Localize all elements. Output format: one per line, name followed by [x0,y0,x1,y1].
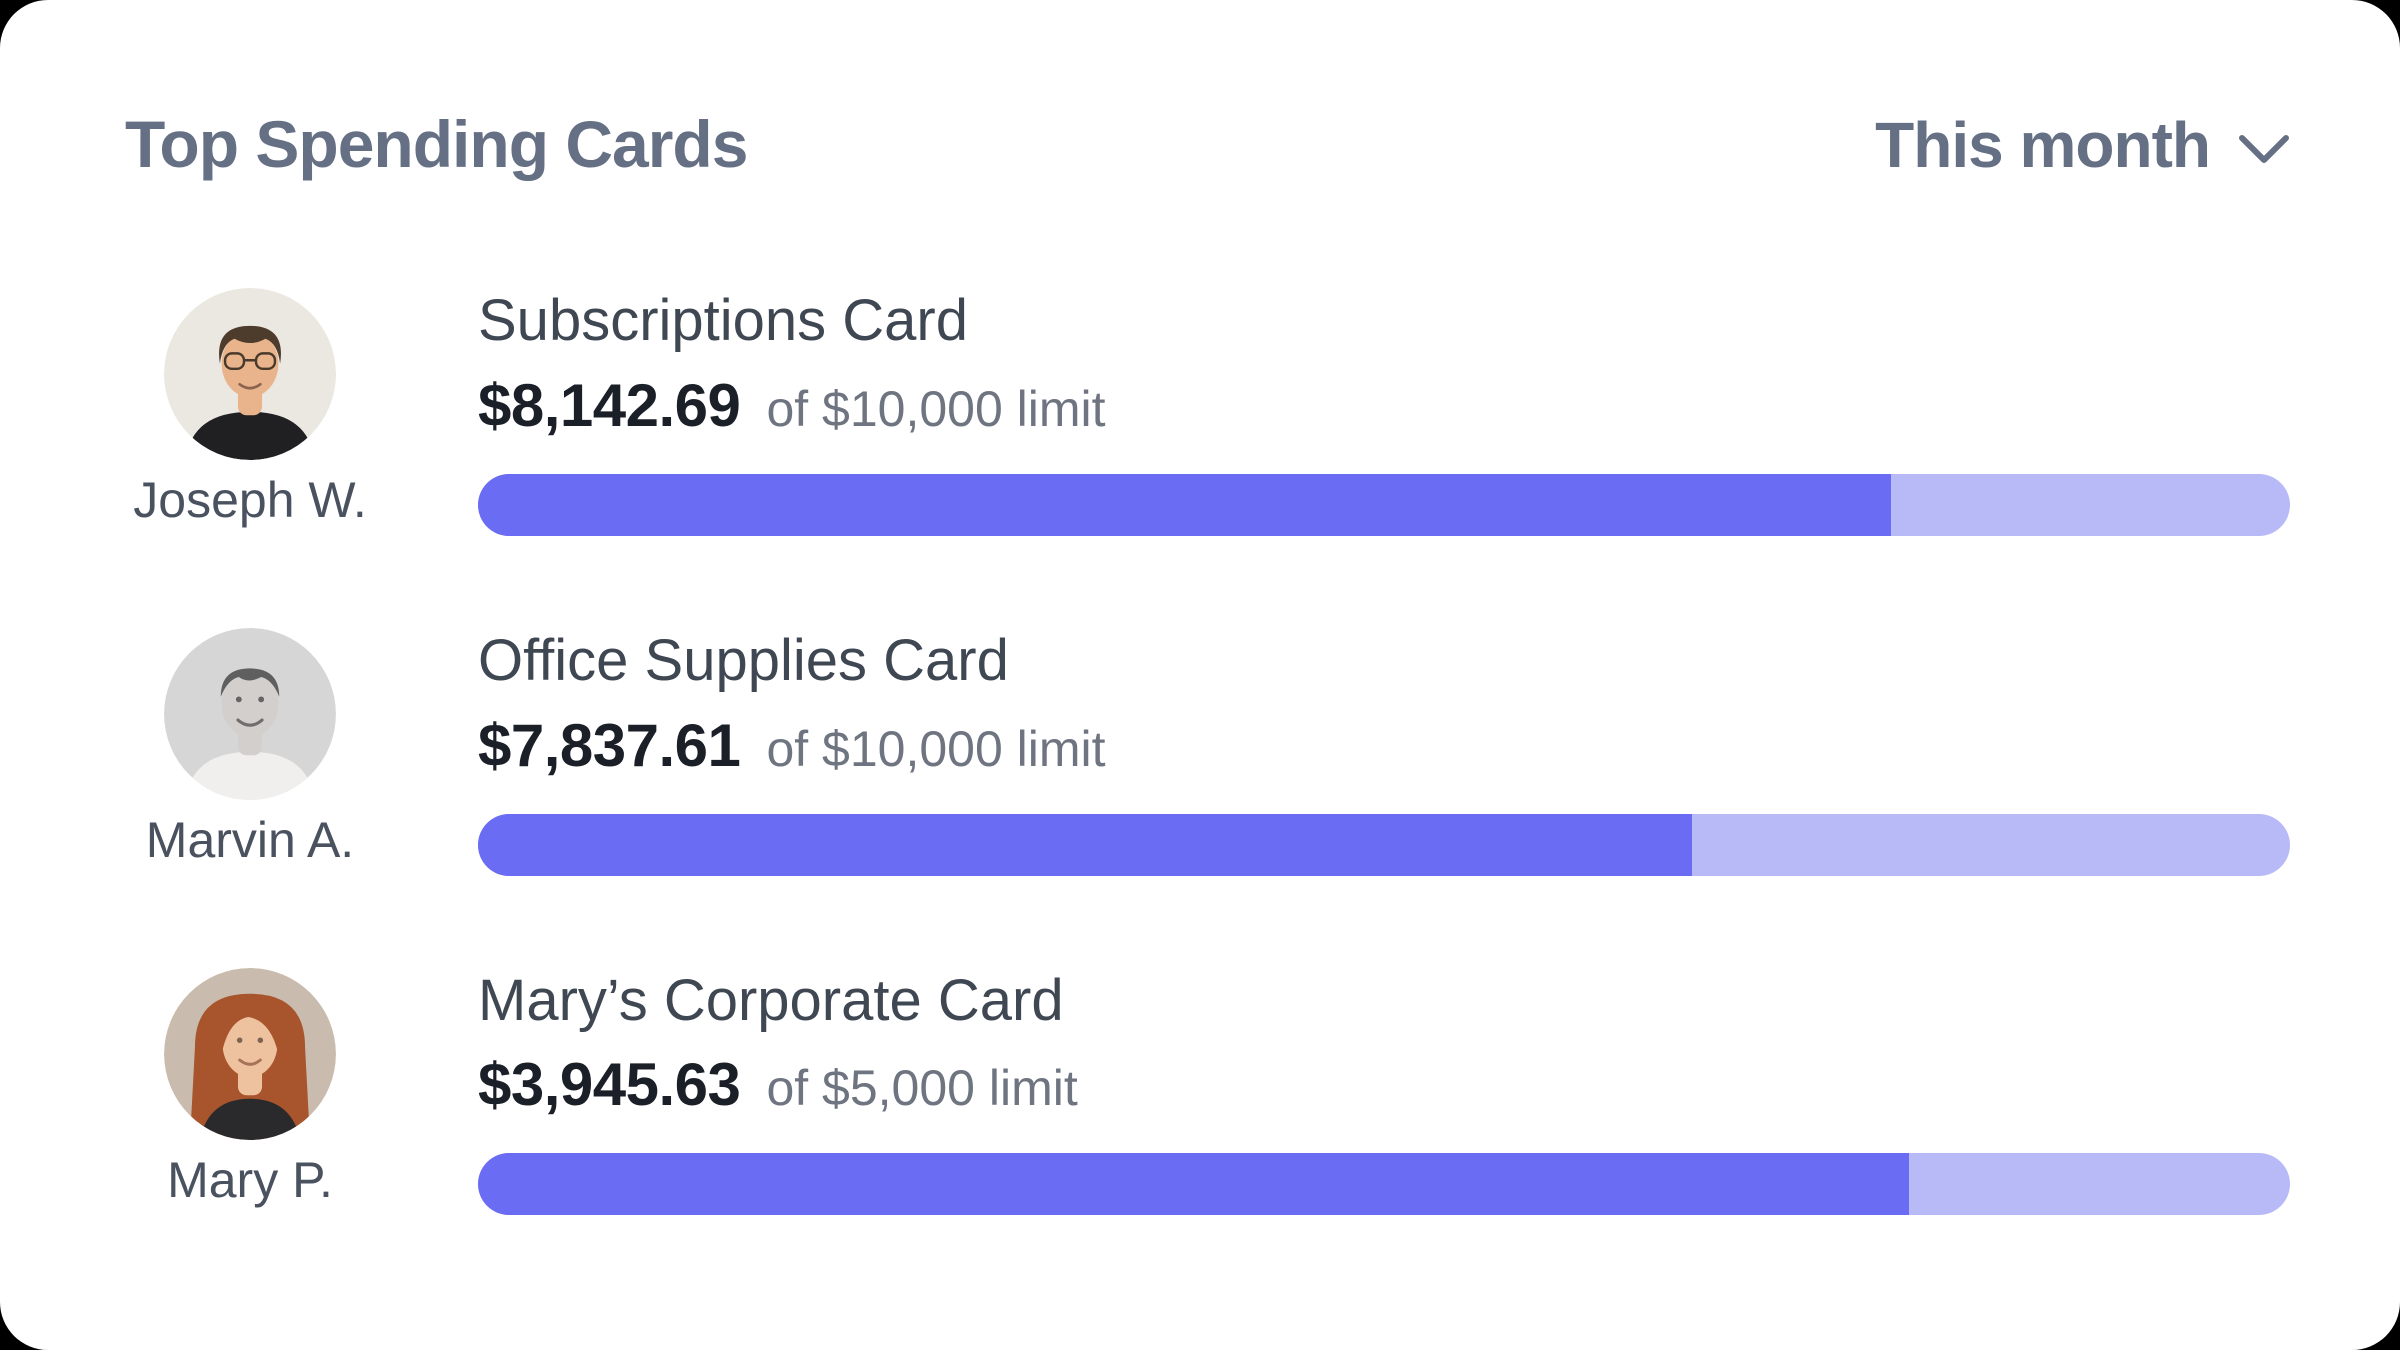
limit-text: of $5,000 limit [766,1060,1078,1117]
cardholder-name: Marvin A. [145,811,355,868]
amount-line: $7,837.61 of $10,000 limit [478,711,2290,780]
period-label: This month [1875,109,2211,181]
widget-header: Top Spending Cards This month [125,105,2290,184]
limit-text: of $10,000 limit [766,720,1106,777]
spending-progress-track [478,1153,2290,1216]
spending-card-row: Marvin A. Office Supplies Card $7,837.61… [125,627,2290,876]
card-details: Mary’s Corporate Card $3,945.63 of $5,00… [478,968,2290,1216]
card-name: Subscriptions Card [478,288,968,354]
spent-amount: $7,837.61 [478,711,741,779]
cardholder-name: Joseph W. [133,472,367,529]
spending-progress-track [478,813,2290,876]
card-details: Subscriptions Card $8,142.69 of $10,000 … [478,288,2290,536]
spending-progress-track [478,473,2290,536]
avatar [164,627,336,800]
cardholder-column: Mary P. [125,967,375,1210]
spending-progress-fill [478,813,1693,876]
spending-card-row: Joseph W. Subscriptions Card $8,142.69 o… [125,288,2290,536]
avatar [164,967,336,1140]
period-selector[interactable]: This month [1875,107,2290,184]
amount-line: $3,945.63 of $5,000 limit [478,1050,2290,1119]
cardholder-name: Mary P. [167,1151,333,1208]
spending-progress-fill [478,473,1892,536]
widget-title: Top Spending Cards [125,107,748,181]
card-name: Office Supplies Card [478,627,1009,693]
spending-card-list: Joseph W. Subscriptions Card $8,142.69 o… [125,288,2290,1216]
spending-card-row: Mary P. Mary’s Corporate Card $3,945.63 … [125,967,2290,1216]
cardholder-column: Marvin A. [125,627,375,870]
amount-line: $8,142.69 of $10,000 limit [478,371,2290,440]
spending-progress-fill [478,1153,1910,1216]
cardholder-column: Joseph W. [125,288,375,530]
avatar [164,288,336,461]
spent-amount: $8,142.69 [478,371,741,439]
chevron-down-icon [2239,135,2289,164]
spent-amount: $3,945.63 [478,1051,741,1119]
limit-text: of $10,000 limit [766,380,1106,437]
card-name: Mary’s Corporate Card [478,967,1064,1033]
card-details: Office Supplies Card $7,837.61 of $10,00… [478,628,2290,876]
